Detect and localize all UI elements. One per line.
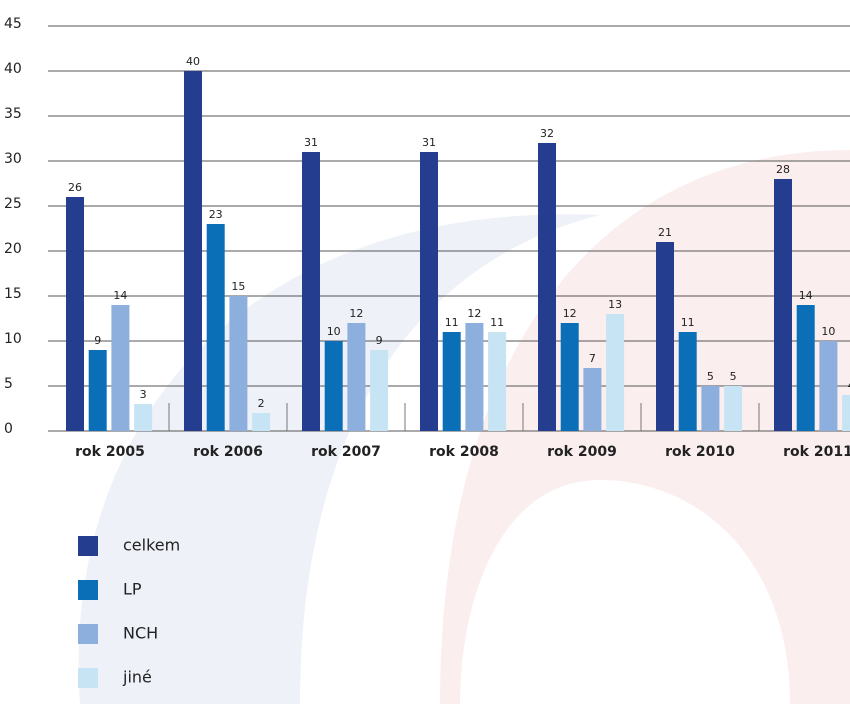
y-tick-label: 20	[4, 241, 22, 257]
y-tick-label: 30	[4, 151, 22, 167]
value-label: 10	[327, 325, 341, 338]
value-label: 13	[608, 298, 622, 311]
value-label: 11	[490, 316, 504, 329]
bar	[302, 152, 320, 431]
bar	[819, 341, 838, 431]
value-label: 31	[422, 136, 436, 149]
y-tick-label: 40	[4, 61, 22, 77]
bar	[606, 314, 625, 431]
value-label: 12	[563, 307, 577, 320]
y-tick-label: 10	[4, 331, 22, 347]
bar	[701, 386, 720, 431]
value-label: 32	[540, 127, 554, 140]
x-tick-label: rok 2009	[547, 444, 617, 460]
background-shape	[78, 214, 601, 704]
x-tick-label: rok 2011	[783, 444, 850, 460]
legend-swatch	[78, 624, 98, 644]
y-tick-label: 45	[4, 16, 22, 32]
y-tick-label: 5	[4, 376, 13, 392]
x-tick-label: rok 2006	[193, 444, 263, 460]
value-label: 4	[848, 379, 850, 392]
legend-swatch	[78, 536, 98, 556]
value-label: 28	[776, 163, 790, 176]
value-label: 2	[258, 397, 265, 410]
y-tick-label: 35	[4, 106, 22, 122]
value-label: 40	[186, 55, 200, 68]
bar	[796, 305, 815, 431]
value-label: 14	[113, 289, 127, 302]
value-label: 7	[589, 352, 596, 365]
legend-swatch	[78, 668, 98, 688]
bar	[538, 143, 556, 431]
bar	[134, 404, 153, 431]
value-label: 21	[658, 226, 672, 239]
legend-label: LP	[123, 580, 142, 599]
y-tick-label: 25	[4, 196, 22, 212]
x-tick-label: rok 2007	[311, 444, 381, 460]
y-tick-label: 15	[4, 286, 22, 302]
bar	[560, 323, 579, 431]
value-label: 23	[209, 208, 223, 221]
bar	[324, 341, 343, 431]
legend-label: jiné	[122, 668, 152, 687]
x-tick-label: rok 2005	[75, 444, 145, 460]
bar	[370, 350, 389, 431]
value-label: 5	[707, 370, 714, 383]
bar	[774, 179, 792, 431]
value-label: 14	[799, 289, 813, 302]
bar	[842, 395, 850, 431]
bar	[88, 350, 107, 431]
value-label: 12	[349, 307, 363, 320]
x-tick-label: rok 2010	[665, 444, 735, 460]
value-label: 11	[681, 316, 695, 329]
x-tick-label: rok 2008	[429, 444, 499, 460]
value-label: 15	[231, 280, 245, 293]
bar	[583, 368, 602, 431]
value-label: 9	[94, 334, 101, 347]
bar	[252, 413, 271, 431]
bar	[724, 386, 743, 431]
bar	[206, 224, 225, 431]
value-label: 12	[467, 307, 481, 320]
value-label: 11	[445, 316, 459, 329]
bar	[678, 332, 697, 431]
bar	[442, 332, 461, 431]
bar	[66, 197, 84, 431]
legend-label: NCH	[123, 624, 158, 643]
bar	[347, 323, 366, 431]
value-label: 31	[304, 136, 318, 149]
value-label: 26	[68, 181, 82, 194]
bar	[656, 242, 674, 431]
bar	[420, 152, 438, 431]
legend-label: celkem	[123, 536, 180, 555]
bar	[184, 71, 202, 431]
y-tick-label: 0	[4, 421, 13, 437]
value-label: 9	[376, 334, 383, 347]
value-label: 3	[140, 388, 147, 401]
background-shape	[440, 150, 850, 704]
bar	[488, 332, 507, 431]
value-label: 5	[730, 370, 737, 383]
legend-swatch	[78, 580, 98, 600]
bar	[465, 323, 484, 431]
bar	[111, 305, 130, 431]
value-label: 10	[821, 325, 835, 338]
bar	[229, 296, 248, 431]
